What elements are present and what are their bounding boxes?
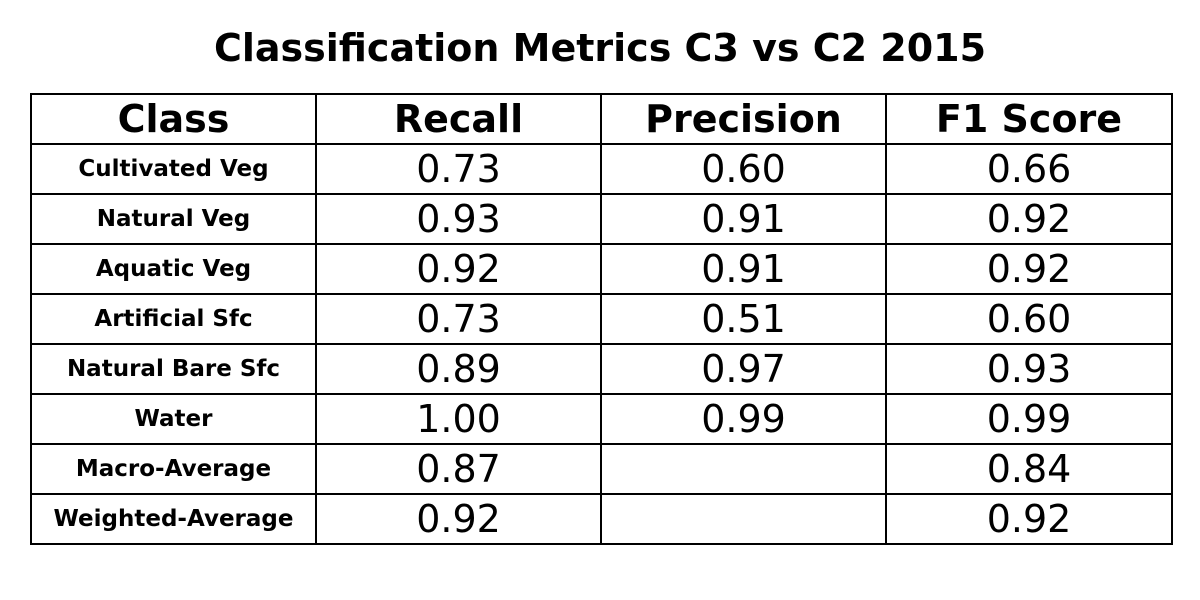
table-row: Weighted-Average 0.92 0.92 <box>30 493 1173 545</box>
class-cell: Natural Veg <box>30 193 317 245</box>
class-cell: Artificial Sfc <box>30 293 317 345</box>
precision-cell <box>600 493 887 545</box>
column-header-f1-score: F1 Score <box>885 93 1173 145</box>
f1-score-cell: 0.84 <box>885 443 1173 495</box>
f1-score-cell: 0.93 <box>885 343 1173 395</box>
precision-cell: 0.99 <box>600 393 887 445</box>
table-row: Macro-Average 0.87 0.84 <box>30 443 1173 495</box>
recall-cell: 1.00 <box>315 393 602 445</box>
class-cell: Aquatic Veg <box>30 243 317 295</box>
column-header-class: Class <box>30 93 317 145</box>
f1-score-cell: 0.99 <box>885 393 1173 445</box>
table-row: Aquatic Veg 0.92 0.91 0.92 <box>30 243 1173 295</box>
recall-cell: 0.73 <box>315 293 602 345</box>
precision-cell: 0.91 <box>600 243 887 295</box>
precision-cell <box>600 443 887 495</box>
f1-score-cell: 0.92 <box>885 193 1173 245</box>
class-cell: Cultivated Veg <box>30 143 317 195</box>
class-cell: Water <box>30 393 317 445</box>
table-row: Cultivated Veg 0.73 0.60 0.66 <box>30 143 1173 195</box>
table-row: Natural Veg 0.93 0.91 0.92 <box>30 193 1173 245</box>
f1-score-cell: 0.92 <box>885 243 1173 295</box>
column-header-recall: Recall <box>315 93 602 145</box>
table-row: Artificial Sfc 0.73 0.51 0.60 <box>30 293 1173 345</box>
precision-cell: 0.97 <box>600 343 887 395</box>
f1-score-cell: 0.92 <box>885 493 1173 545</box>
metrics-table: Class Recall Precision F1 Score Cultivat… <box>30 93 1173 545</box>
f1-score-cell: 0.66 <box>885 143 1173 195</box>
f1-score-cell: 0.60 <box>885 293 1173 345</box>
class-cell: Macro-Average <box>30 443 317 495</box>
recall-cell: 0.93 <box>315 193 602 245</box>
table-row: Natural Bare Sfc 0.89 0.97 0.93 <box>30 343 1173 395</box>
recall-cell: 0.92 <box>315 493 602 545</box>
recall-cell: 0.92 <box>315 243 602 295</box>
column-header-precision: Precision <box>600 93 887 145</box>
table-title: Classification Metrics C3 vs C2 2015 <box>213 26 987 70</box>
table-row: Water 1.00 0.99 0.99 <box>30 393 1173 445</box>
precision-cell: 0.91 <box>600 193 887 245</box>
precision-cell: 0.60 <box>600 143 887 195</box>
recall-cell: 0.89 <box>315 343 602 395</box>
class-cell: Weighted-Average <box>30 493 317 545</box>
recall-cell: 0.73 <box>315 143 602 195</box>
recall-cell: 0.87 <box>315 443 602 495</box>
precision-cell: 0.51 <box>600 293 887 345</box>
header-row: Class Recall Precision F1 Score <box>30 93 1173 145</box>
class-cell: Natural Bare Sfc <box>30 343 317 395</box>
